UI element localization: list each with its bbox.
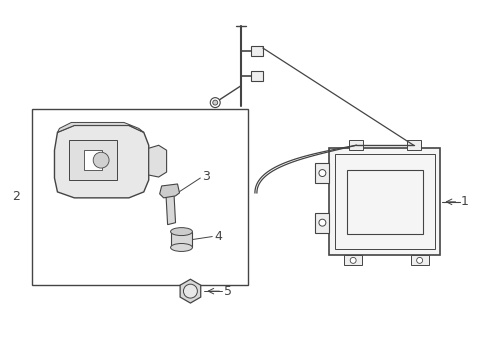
Circle shape [318, 219, 325, 226]
Circle shape [183, 284, 197, 298]
Bar [32, 109, 247, 285]
Polygon shape [54, 125, 148, 198]
Circle shape [318, 170, 325, 176]
Text: 5: 5 [224, 285, 232, 298]
Polygon shape [180, 279, 200, 303]
Bar [69, 140, 117, 180]
Bar [346, 170, 422, 234]
Ellipse shape [170, 243, 192, 251]
Bar [410, 255, 427, 265]
Bar [328, 148, 440, 255]
Bar [250, 46, 263, 56]
Bar [315, 213, 328, 233]
Polygon shape [165, 186, 175, 225]
Circle shape [212, 100, 217, 105]
Circle shape [210, 98, 220, 108]
Polygon shape [160, 184, 179, 198]
Polygon shape [57, 122, 143, 132]
Circle shape [416, 257, 422, 264]
Text: 2: 2 [12, 190, 20, 203]
Text: 4: 4 [214, 230, 222, 243]
Circle shape [349, 257, 355, 264]
Bar [250, 71, 263, 81]
Bar [84, 150, 102, 170]
Bar [406, 140, 420, 150]
Text: 1: 1 [459, 195, 467, 208]
Text: 3: 3 [202, 170, 210, 183]
Polygon shape [148, 145, 166, 177]
Bar [315, 163, 328, 183]
Ellipse shape [170, 228, 192, 235]
Circle shape [93, 152, 109, 168]
Bar [344, 255, 361, 265]
Polygon shape [170, 231, 192, 247]
Bar [335, 154, 434, 249]
Bar [348, 140, 362, 150]
